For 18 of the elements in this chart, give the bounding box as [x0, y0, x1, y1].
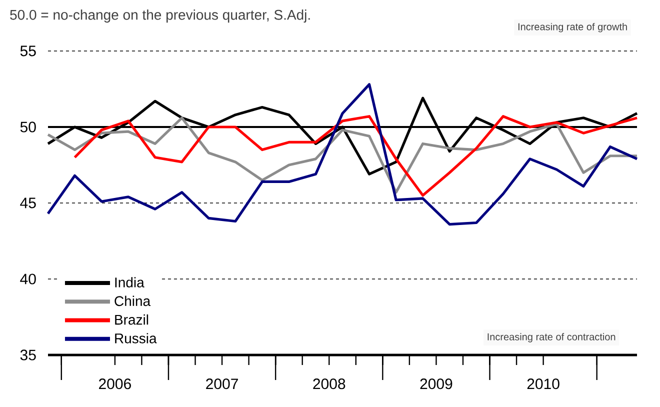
y-tick-label: 35 — [20, 350, 36, 360]
line-series — [46, 83, 638, 226]
legend-label: India — [115, 277, 144, 288]
y-tick-label: 45 — [20, 198, 36, 208]
y-tick-label: 50 — [20, 122, 36, 132]
x-tick-label: 2009 — [420, 378, 452, 390]
x-tick-label: 2010 — [527, 378, 560, 390]
legend-label: Russia — [115, 333, 157, 344]
chart-title: 50.0 = no-change on the previous quarter, S.Adj. — [10, 10, 310, 23]
x-tick-label: 2007 — [206, 378, 238, 390]
legend-label: Brazil — [115, 314, 148, 325]
x-tick-label: 2008 — [313, 378, 346, 390]
annotation: Increasing rate of contraction — [488, 333, 616, 342]
y-tick-label: 55 — [20, 46, 36, 56]
text: Increasing rate of growth — [518, 22, 627, 32]
x-tick-label: 2006 — [99, 378, 131, 390]
legend-label: China — [114, 296, 151, 306]
y-tick-label: 40 — [20, 274, 36, 284]
